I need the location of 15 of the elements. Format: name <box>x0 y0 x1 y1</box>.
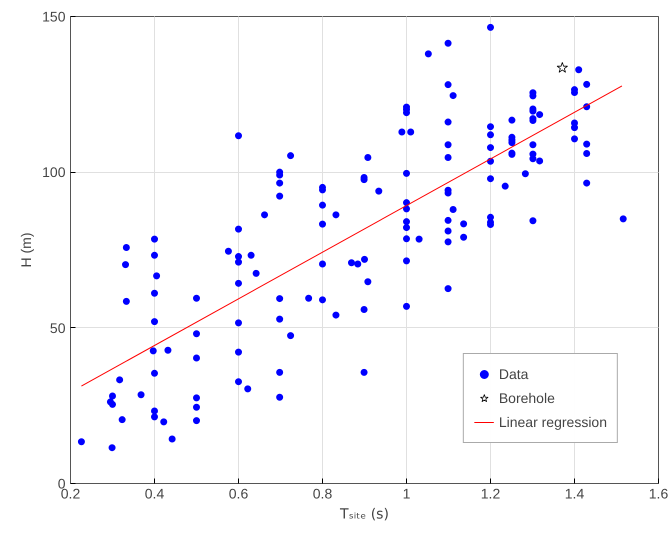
x-tick-label: 1 <box>402 486 411 502</box>
x-tick-label: 1.4 <box>564 486 584 502</box>
x-axis-title: Tₛᵢₜₑ (s) <box>339 506 389 522</box>
legend-label: Linear regression <box>498 414 607 430</box>
legend-label: Data <box>498 366 528 382</box>
x-tick-label: 0.8 <box>312 486 332 502</box>
x-tick-label: 0.4 <box>144 486 164 502</box>
y-tick-label: 50 <box>50 320 66 336</box>
x-tick-label: 0.6 <box>228 486 248 502</box>
x-tick-label: 1.2 <box>480 486 500 502</box>
y-tick-label: 100 <box>42 164 66 180</box>
legend-label: Borehole <box>498 390 555 406</box>
y-axis-title: H (m) <box>18 232 34 268</box>
x-tick-label: 1.6 <box>648 486 668 502</box>
y-tick-label: 150 <box>42 8 66 24</box>
